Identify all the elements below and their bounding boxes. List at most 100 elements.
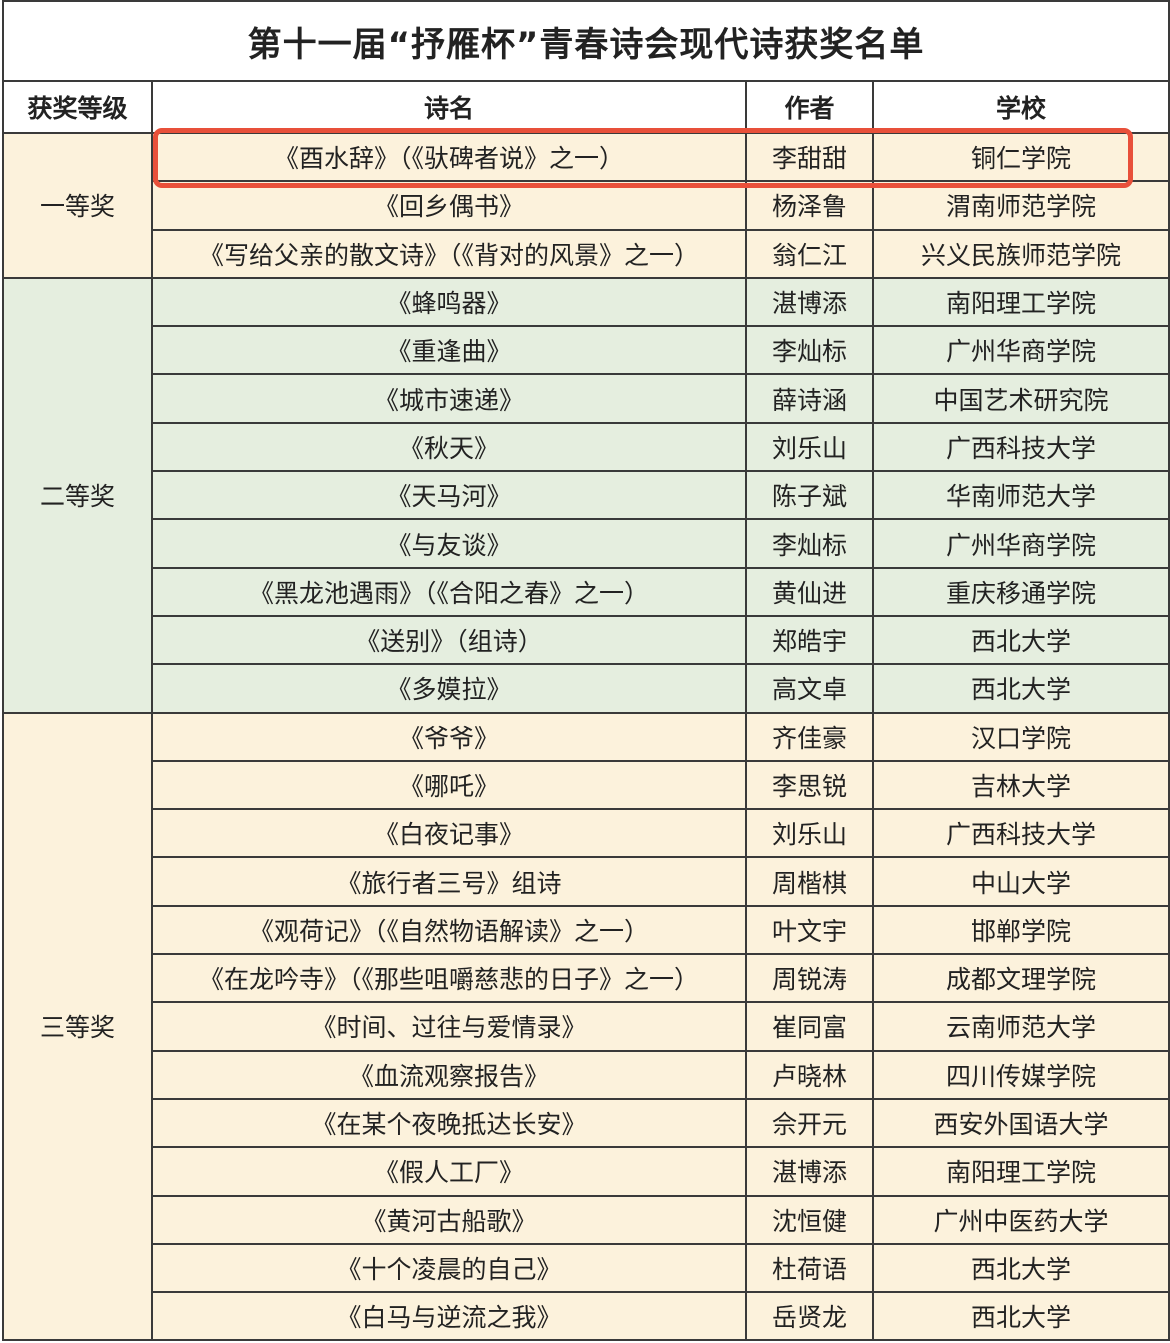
school-cell: 西安外国语大学 xyxy=(871,1097,1170,1149)
author-cell: 郑皓宇 xyxy=(745,614,874,666)
school-cell: 西北大学 xyxy=(871,614,1170,666)
header-author: 作者 xyxy=(745,80,874,134)
poem-cell: 《在龙吟寺》（《那些咀嚼慈悲的日子》之一） xyxy=(151,953,747,1004)
poem-cell: 《旅行者三号》组诗 xyxy=(151,856,747,907)
school-cell: 广西科技大学 xyxy=(871,421,1170,473)
table-row: 《重逢曲》 李灿标 广州华商学院 xyxy=(3,325,1170,376)
table-body: 一等奖 《酉水辞》（《驮碑者说》之一） 李甜甜 铜仁学院 《回乡偶书》 杨泽鲁 渭南师范学院… xyxy=(2,131,1170,1342)
school-cell: 西北大学 xyxy=(871,1242,1170,1294)
table-row: 《回乡偶书》 杨泽鲁 渭南师范学院 xyxy=(3,180,1170,231)
author-cell: 齐佳豪 xyxy=(745,711,874,762)
table-row: 《送别》（组诗） 郑皓宇 西北大学 xyxy=(3,614,1170,666)
school-cell: 邯郸学院 xyxy=(871,904,1170,956)
table-row: 一等奖 《酉水辞》（《驮碑者说》之一） 李甜甜 铜仁学院 xyxy=(2,131,1170,279)
poem-cell: 《时间、过往与爱情录》 xyxy=(151,1001,747,1052)
school-cell: 中国艺术研究院 xyxy=(871,373,1170,424)
author-cell: 沈恒健 xyxy=(745,1194,874,1245)
poem-cell: 《城市速递》 xyxy=(151,373,747,424)
school-cell: 广州华商学院 xyxy=(871,518,1170,569)
table-header: 获奖等级 诗名 作者 学校 xyxy=(2,80,1170,134)
table-row: 《黑龙池遇雨》（《合阳之春》之一） 黄仙进 重庆移通学院 xyxy=(3,566,1170,617)
table-row: 《城市速递》 薛诗涵 中国艺术研究院 xyxy=(3,373,1170,424)
school-cell: 四川传媒学院 xyxy=(871,1049,1170,1100)
poem-cell: 《回乡偶书》 xyxy=(151,180,747,231)
award-level: 二等奖 xyxy=(2,276,153,714)
header-poem: 诗名 xyxy=(151,80,747,134)
school-cell: 南阳理工学院 xyxy=(871,276,1170,328)
school-cell: 渭南师范学院 xyxy=(871,180,1170,231)
table-row: 《秋天》 刘乐山 广西科技大学 xyxy=(3,421,1170,473)
award-level: 三等奖 xyxy=(2,711,153,1342)
school-cell: 云南师范大学 xyxy=(871,1001,1170,1052)
author-cell: 李思锐 xyxy=(745,759,874,811)
page-title: 第十一届“抒雁杯”青春诗会现代诗获奖名单 xyxy=(1,0,1170,82)
school-cell: 吉林大学 xyxy=(871,759,1170,811)
table-row: 《写给父亲的散文诗》（《背对的风景》之一） 翁仁江 兴义民族师范学院 xyxy=(3,228,1170,279)
table-row: 《在某个夜晚抵达长安》 佘开元 西安外国语大学 xyxy=(3,1097,1170,1149)
school-cell: 广州华商学院 xyxy=(871,325,1170,376)
table-row: 《十个凌晨的自己》 杜荷语 西北大学 xyxy=(3,1242,1170,1294)
author-cell: 薛诗涵 xyxy=(745,373,874,424)
poem-cell: 《酉水辞》（《驮碑者说》之一） xyxy=(151,131,747,183)
author-cell: 崔同富 xyxy=(745,1001,874,1052)
table-row: 《时间、过往与爱情录》 崔同富 云南师范大学 xyxy=(3,1001,1170,1052)
table-row: 三等奖 《爷爷》 齐佳豪 汉口学院 xyxy=(2,711,1170,1342)
poem-cell: 《十个凌晨的自己》 xyxy=(151,1242,747,1294)
school-cell: 西北大学 xyxy=(871,663,1170,714)
poem-cell: 《天马河》 xyxy=(151,470,747,521)
header-level: 获奖等级 xyxy=(2,80,153,134)
author-cell: 佘开元 xyxy=(745,1097,874,1149)
school-cell: 重庆移通学院 xyxy=(871,566,1170,617)
table-row: 《在龙吟寺》（《那些咀嚼慈悲的日子》之一） 周锐涛 成都文理学院 xyxy=(3,953,1170,1004)
author-cell: 叶文宇 xyxy=(745,904,874,956)
table-row: 二等奖 《蜂鸣器》 湛博添 南阳理工学院 xyxy=(2,276,1170,714)
author-cell: 周楷棋 xyxy=(745,856,874,907)
poem-cell: 《蜂鸣器》 xyxy=(151,276,747,328)
poem-cell: 《多嫫拉》 xyxy=(151,663,747,714)
school-cell: 汉口学院 xyxy=(871,711,1170,762)
table-row: 《哪吒》 李思锐 吉林大学 xyxy=(3,759,1170,811)
author-cell: 高文卓 xyxy=(745,663,874,714)
table-row: 《与友谈》 李灿标 广州华商学院 xyxy=(3,518,1170,569)
author-cell: 杜荷语 xyxy=(745,1242,874,1294)
poem-cell: 《白马与逆流之我》 xyxy=(151,1291,747,1342)
table-row: 《旅行者三号》组诗 周楷棋 中山大学 xyxy=(3,856,1170,907)
table-row: 《白夜记事》 刘乐山 广西科技大学 xyxy=(3,808,1170,859)
poem-cell: 《黄河古船歌》 xyxy=(151,1194,747,1245)
author-cell: 陈子斌 xyxy=(745,470,874,521)
poem-cell: 《血流观察报告》 xyxy=(151,1049,747,1100)
table-row: 《黄河古船歌》 沈恒健 广州中医药大学 xyxy=(3,1194,1170,1245)
table-row: 《多嫫拉》 高文卓 西北大学 xyxy=(3,663,1170,714)
school-cell: 南阳理工学院 xyxy=(871,1146,1170,1197)
author-cell: 湛博添 xyxy=(745,1146,874,1197)
table-row: 《假人工厂》 湛博添 南阳理工学院 xyxy=(3,1146,1170,1197)
poem-cell: 《重逢曲》 xyxy=(151,325,747,376)
school-cell: 中山大学 xyxy=(871,856,1170,907)
school-cell: 广州中医药大学 xyxy=(871,1194,1170,1245)
author-cell: 卢晓林 xyxy=(745,1049,874,1100)
poem-cell: 《送别》（组诗） xyxy=(151,614,747,666)
poem-cell: 《与友谈》 xyxy=(151,518,747,569)
poem-cell: 《黑龙池遇雨》（《合阳之春》之一） xyxy=(151,566,747,617)
author-cell: 黄仙进 xyxy=(745,566,874,617)
author-cell: 刘乐山 xyxy=(745,808,874,859)
poem-cell: 《秋天》 xyxy=(151,421,747,473)
author-cell: 岳贤龙 xyxy=(745,1291,874,1342)
school-cell: 广西科技大学 xyxy=(871,808,1170,859)
author-cell: 湛博添 xyxy=(745,276,874,328)
header-school: 学校 xyxy=(871,80,1170,134)
school-cell: 西北大学 xyxy=(871,1291,1170,1342)
author-cell: 翁仁江 xyxy=(745,228,874,279)
author-cell: 刘乐山 xyxy=(745,421,874,473)
school-cell: 成都文理学院 xyxy=(871,953,1170,1004)
table-row: 《观荷记》（《自然物语解读》之一） 叶文宇 邯郸学院 xyxy=(3,904,1170,956)
table-row: 《天马河》 陈子斌 华南师范大学 xyxy=(3,470,1170,521)
author-cell: 周锐涛 xyxy=(745,953,874,1004)
poem-cell: 《爷爷》 xyxy=(151,711,747,762)
poem-cell: 《写给父亲的散文诗》（《背对的风景》之一） xyxy=(151,228,747,279)
poem-cell: 《白夜记事》 xyxy=(151,808,747,859)
school-cell: 兴义民族师范学院 xyxy=(871,228,1170,279)
author-cell: 李甜甜 xyxy=(745,131,874,183)
award-level: 一等奖 xyxy=(2,132,153,279)
